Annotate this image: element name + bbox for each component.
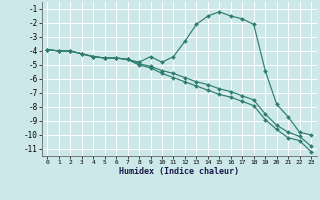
X-axis label: Humidex (Indice chaleur): Humidex (Indice chaleur) [119,167,239,176]
